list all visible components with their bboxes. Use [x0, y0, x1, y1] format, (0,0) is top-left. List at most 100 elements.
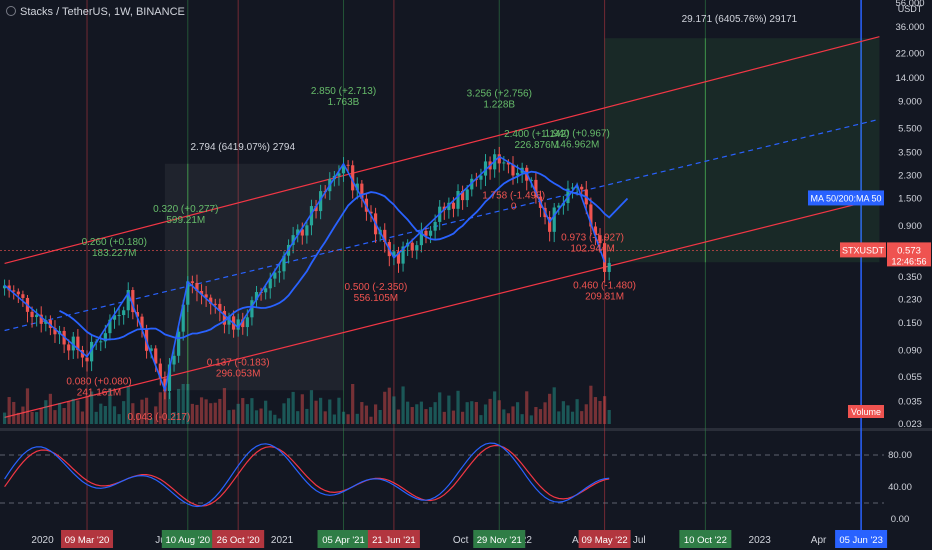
channel-upper-line [4, 36, 880, 265]
candle [167, 364, 172, 392]
time-badge [367, 530, 420, 548]
time-badge-label: 26 Oct '20 [217, 535, 260, 546]
volume-bar [35, 412, 39, 424]
volume-bar [566, 405, 570, 424]
volume-bar [117, 414, 121, 424]
price-tick-label: 1.500 [898, 193, 922, 204]
candle [140, 316, 144, 330]
volume-bar [300, 394, 304, 424]
volume-bar [309, 390, 314, 424]
volume-bar [245, 404, 249, 424]
volume-bar [337, 397, 341, 424]
candle [199, 290, 204, 295]
candle [433, 221, 437, 231]
time-badge [161, 530, 214, 548]
price-tick-label: 0.090 [898, 345, 922, 356]
time-badge [679, 530, 732, 548]
candle [461, 190, 465, 201]
volume-bar [39, 408, 43, 424]
volume-bar [470, 401, 474, 424]
candle [483, 161, 488, 176]
range-label: 2.794 (6419.07%) 2794 [190, 142, 295, 153]
volume-bar [557, 411, 561, 424]
pivot-sublabel: 296.053M [216, 369, 260, 380]
volume-bar [80, 411, 85, 424]
candle [360, 183, 364, 199]
candle [117, 315, 121, 317]
candle [419, 230, 423, 246]
volume-bar [355, 413, 359, 424]
volume-bar [62, 408, 66, 424]
candle [355, 183, 359, 191]
volume-bar [506, 413, 511, 424]
candle [273, 272, 277, 279]
candle [305, 225, 309, 236]
volume-bar [396, 409, 401, 424]
volume-bar [529, 415, 533, 424]
volume-bar [190, 403, 194, 424]
price-tick-label: 0.350 [898, 272, 922, 283]
osc-tick-label: 80.00 [888, 450, 912, 461]
price-tick-label: 3.500 [898, 148, 922, 159]
volume-bar [319, 397, 323, 424]
price-tick-label: 5.500 [898, 123, 922, 134]
volume-bar [515, 402, 520, 424]
price-tick-label: 0.055 [898, 372, 922, 383]
candle [172, 355, 176, 365]
time-badge [61, 530, 114, 548]
projection-box [604, 38, 880, 263]
candle [222, 310, 227, 325]
volume-bar [264, 400, 268, 424]
pivot-label: 2.850 (+2.713) [311, 86, 376, 97]
volume-bar [199, 397, 204, 424]
pivot-sublabel: 556.105M [354, 293, 398, 304]
volume-bar [474, 402, 478, 424]
volume-bar [548, 393, 552, 424]
pivot-sublabel: 209.81M [585, 291, 624, 302]
volume-bar [570, 411, 575, 424]
volume-bar [135, 413, 140, 424]
time-tick-label: Jul [155, 535, 168, 546]
candle [76, 336, 80, 350]
candle [497, 154, 501, 164]
candle [447, 202, 451, 211]
volume-bar [479, 415, 483, 424]
volume-bar [222, 388, 227, 424]
volume-bar [76, 400, 80, 424]
volume-bar [428, 407, 433, 424]
volume-bar [447, 395, 451, 424]
volume-bar [438, 392, 442, 424]
candle [16, 291, 20, 295]
volume-bar [520, 414, 524, 424]
volume-bar [369, 416, 373, 424]
volume-bar [286, 398, 291, 424]
countdown-label: 12:46:56 [891, 256, 926, 266]
projection-label: 29.171 (6405.76%) 29171 [682, 14, 798, 25]
volume-bar [483, 404, 488, 424]
volume-bar [186, 384, 190, 424]
volume-bar [177, 388, 181, 424]
candle [158, 363, 162, 379]
volume-bar [144, 397, 149, 424]
volume-bar [410, 407, 414, 424]
candle [245, 317, 249, 328]
volume-bar [406, 401, 410, 424]
volume-bar [131, 403, 135, 424]
volume-bar [360, 402, 364, 424]
candle [589, 204, 593, 227]
pivot-sublabel: 1.763B [328, 97, 360, 108]
volume-bar [149, 418, 153, 424]
time-badge-label: 29 Nov '21 [477, 535, 522, 546]
price-axis-currency: USDT [898, 4, 923, 14]
volume-bar [282, 403, 286, 424]
volume-bar [7, 397, 11, 424]
ma-badge-label: MA 50/200:MA 50 [810, 193, 881, 203]
candle [557, 205, 561, 208]
candle [154, 348, 158, 364]
volume-bar [593, 397, 598, 424]
candle [39, 314, 43, 324]
symbol-badge [840, 242, 886, 258]
candle [131, 290, 135, 313]
volume-bar [158, 392, 162, 424]
